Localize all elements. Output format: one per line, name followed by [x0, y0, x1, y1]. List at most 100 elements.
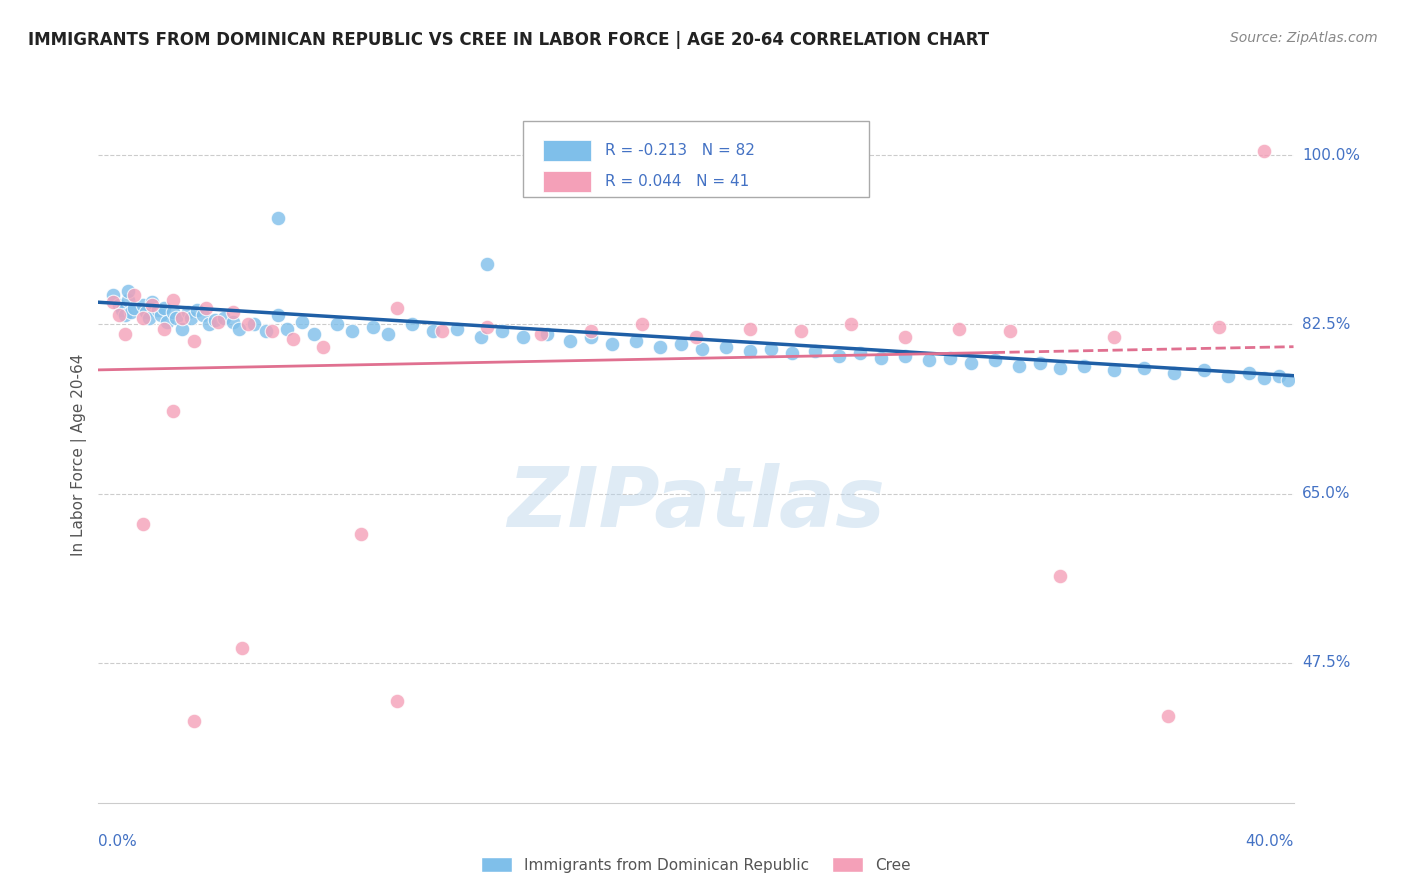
Bar	[543, 171, 591, 192]
Point	[108, 298, 131, 312]
Point	[103, 295, 125, 310]
Point	[172, 310, 194, 325]
Point	[422, 324, 444, 338]
Point	[162, 404, 184, 418]
Point	[108, 308, 131, 322]
Point	[560, 334, 582, 348]
Point	[267, 308, 290, 322]
Point	[172, 322, 194, 336]
Point	[894, 350, 917, 364]
Text: 0.0%: 0.0%	[98, 834, 138, 849]
Point	[1277, 373, 1299, 387]
Point	[529, 327, 551, 342]
Point	[132, 310, 155, 325]
Point	[948, 322, 970, 336]
Point	[183, 714, 205, 728]
Point	[222, 315, 245, 329]
Point	[780, 346, 803, 360]
Text: 47.5%: 47.5%	[1302, 656, 1350, 670]
Point	[254, 324, 277, 338]
Point	[870, 351, 893, 366]
Point	[124, 301, 146, 315]
Point	[1163, 366, 1185, 380]
Point	[738, 322, 761, 336]
Text: 65.0%: 65.0%	[1302, 486, 1350, 501]
Point	[150, 308, 173, 322]
Point	[177, 305, 200, 319]
Point	[631, 318, 654, 332]
Point	[669, 336, 692, 351]
Point	[789, 324, 811, 338]
Point	[475, 320, 498, 334]
Point	[1253, 370, 1275, 384]
Point	[191, 308, 214, 322]
Point	[1104, 363, 1126, 377]
Point	[828, 350, 851, 364]
Point	[385, 694, 409, 708]
Point	[1104, 330, 1126, 344]
Point	[156, 315, 179, 329]
Point	[714, 340, 737, 354]
Point	[207, 315, 229, 329]
Point	[198, 318, 221, 332]
Point	[153, 301, 176, 315]
Point	[918, 353, 941, 368]
Point	[117, 293, 139, 308]
Point	[138, 310, 160, 325]
Point	[401, 318, 423, 332]
Point	[311, 340, 333, 354]
Point	[581, 330, 603, 344]
Point	[581, 324, 603, 338]
Point	[132, 517, 155, 532]
Point	[1208, 320, 1230, 334]
Point	[148, 303, 170, 318]
Point	[162, 305, 184, 319]
Text: 82.5%: 82.5%	[1302, 317, 1350, 332]
Point	[1253, 144, 1275, 158]
Point	[243, 318, 266, 332]
Point	[326, 318, 349, 332]
Point	[236, 318, 259, 332]
Text: R = -0.213   N = 82: R = -0.213 N = 82	[605, 144, 755, 159]
Point	[231, 641, 253, 656]
Point	[1216, 368, 1239, 383]
Point	[1049, 361, 1071, 376]
Point	[267, 211, 290, 226]
Point	[363, 320, 385, 334]
Point	[194, 301, 218, 315]
Point	[302, 327, 325, 342]
Point	[690, 342, 713, 356]
Point	[491, 324, 513, 338]
Point	[685, 330, 707, 344]
Point	[1049, 568, 1071, 582]
Point	[470, 330, 492, 344]
Point	[1007, 359, 1029, 373]
Point	[114, 327, 136, 342]
Point	[135, 305, 157, 319]
Point	[475, 257, 498, 271]
Point	[377, 327, 399, 342]
Point	[132, 298, 155, 312]
Point	[849, 346, 872, 360]
Point	[983, 353, 1005, 368]
Point	[141, 298, 163, 312]
Text: ZIPatlas: ZIPatlas	[508, 463, 884, 544]
Point	[759, 342, 782, 356]
Point	[998, 324, 1021, 338]
Y-axis label: In Labor Force | Age 20-64: In Labor Force | Age 20-64	[72, 354, 87, 556]
Point	[165, 310, 187, 325]
Point	[276, 322, 298, 336]
Bar	[543, 140, 591, 161]
Point	[290, 315, 312, 329]
Point	[350, 527, 373, 541]
Text: 100.0%: 100.0%	[1302, 148, 1360, 163]
Point	[624, 334, 647, 348]
Point	[648, 340, 672, 354]
Point	[281, 332, 304, 346]
Point	[228, 322, 250, 336]
Point	[446, 322, 468, 336]
Point	[738, 343, 761, 358]
Text: Source: ZipAtlas.com: Source: ZipAtlas.com	[1230, 31, 1378, 45]
Point	[153, 322, 176, 336]
Point	[804, 343, 827, 358]
